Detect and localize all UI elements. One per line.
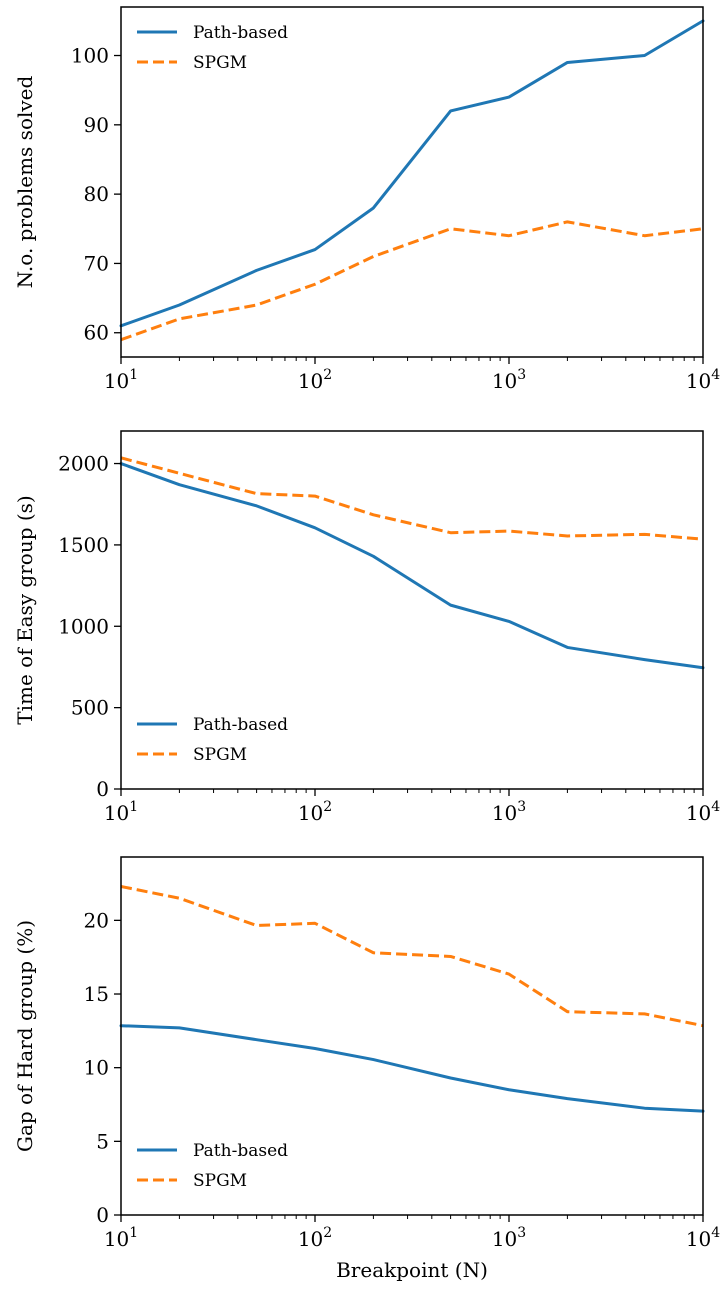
legend: Path-based SPGM — [137, 23, 288, 73]
legend-label: SPGM — [193, 1171, 247, 1191]
x-tick-label: 102 — [298, 1225, 332, 1251]
y-tick-label: 5 — [96, 1129, 109, 1153]
legend: Path-based SPGM — [137, 715, 288, 765]
y-tick-label: 0 — [96, 1203, 109, 1227]
x-tick-label: 104 — [686, 367, 720, 393]
legend-label: SPGM — [193, 53, 247, 73]
legend-label: Path-based — [193, 715, 288, 735]
x-tick-label: 103 — [492, 367, 526, 393]
series-line-path-based — [119, 462, 705, 670]
x-tick-label: 103 — [492, 1225, 526, 1251]
y-tick-label: 1500 — [58, 533, 109, 557]
x-tick-label: 102 — [298, 367, 332, 393]
plot-frame — [120, 430, 704, 790]
x-tick-label: 101 — [104, 1225, 138, 1251]
y-tick-label: 100 — [71, 44, 109, 68]
chart-panel-2: 101 102 103 104 0 500 1000 1500 2000 Time of Easy… — [13, 430, 720, 825]
chart-panel-3: 101 102 103 104 0 5 10 15 20 Gap of Hard group (%… — [13, 856, 720, 1282]
series-line-path-based — [119, 19, 705, 328]
legend-label: Path-based — [193, 1141, 288, 1161]
y-tick-label: 10 — [84, 1056, 109, 1080]
y-tick-label: 90 — [84, 113, 109, 137]
y-tick-label: 2000 — [58, 452, 109, 476]
plot-frame — [120, 856, 704, 1216]
y-tick-label: 70 — [84, 251, 109, 275]
x-tick-label: 101 — [104, 367, 138, 393]
legend: Path-based SPGM — [137, 1141, 288, 1191]
legend-label: Path-based — [193, 23, 288, 43]
y-tick-label: 500 — [71, 696, 109, 720]
y-axis-label: Gap of Hard group (%) — [13, 920, 37, 1152]
x-tick-label: 104 — [686, 799, 720, 825]
x-tick-label: 104 — [686, 1225, 720, 1251]
series-line-spgm — [120, 884, 704, 1028]
legend-label: SPGM — [193, 745, 247, 765]
plot-frame — [120, 6, 704, 358]
x-tick-label: 101 — [104, 799, 138, 825]
y-tick-label: 80 — [84, 182, 109, 206]
y-axis-label: Time of Easy group (s) — [13, 495, 37, 724]
y-axis-label: N.o. problems solved — [13, 75, 37, 288]
y-tick-label: 60 — [84, 321, 109, 345]
y-tick-label: 15 — [84, 982, 109, 1006]
series-line-spgm — [120, 456, 704, 541]
x-tick-label: 103 — [492, 799, 526, 825]
x-axis-label: Breakpoint (N) — [336, 1258, 488, 1282]
y-tick-label: 0 — [96, 777, 109, 801]
y-tick-label: 1000 — [58, 614, 109, 638]
series-line-path-based — [119, 1024, 705, 1113]
y-tick-label: 20 — [84, 908, 109, 932]
series-line-spgm — [120, 220, 704, 342]
x-tick-label: 102 — [298, 799, 332, 825]
chart-panel-1: 101 102 103 104 60 70 80 90 100 N.o. problems sol… — [13, 6, 720, 393]
